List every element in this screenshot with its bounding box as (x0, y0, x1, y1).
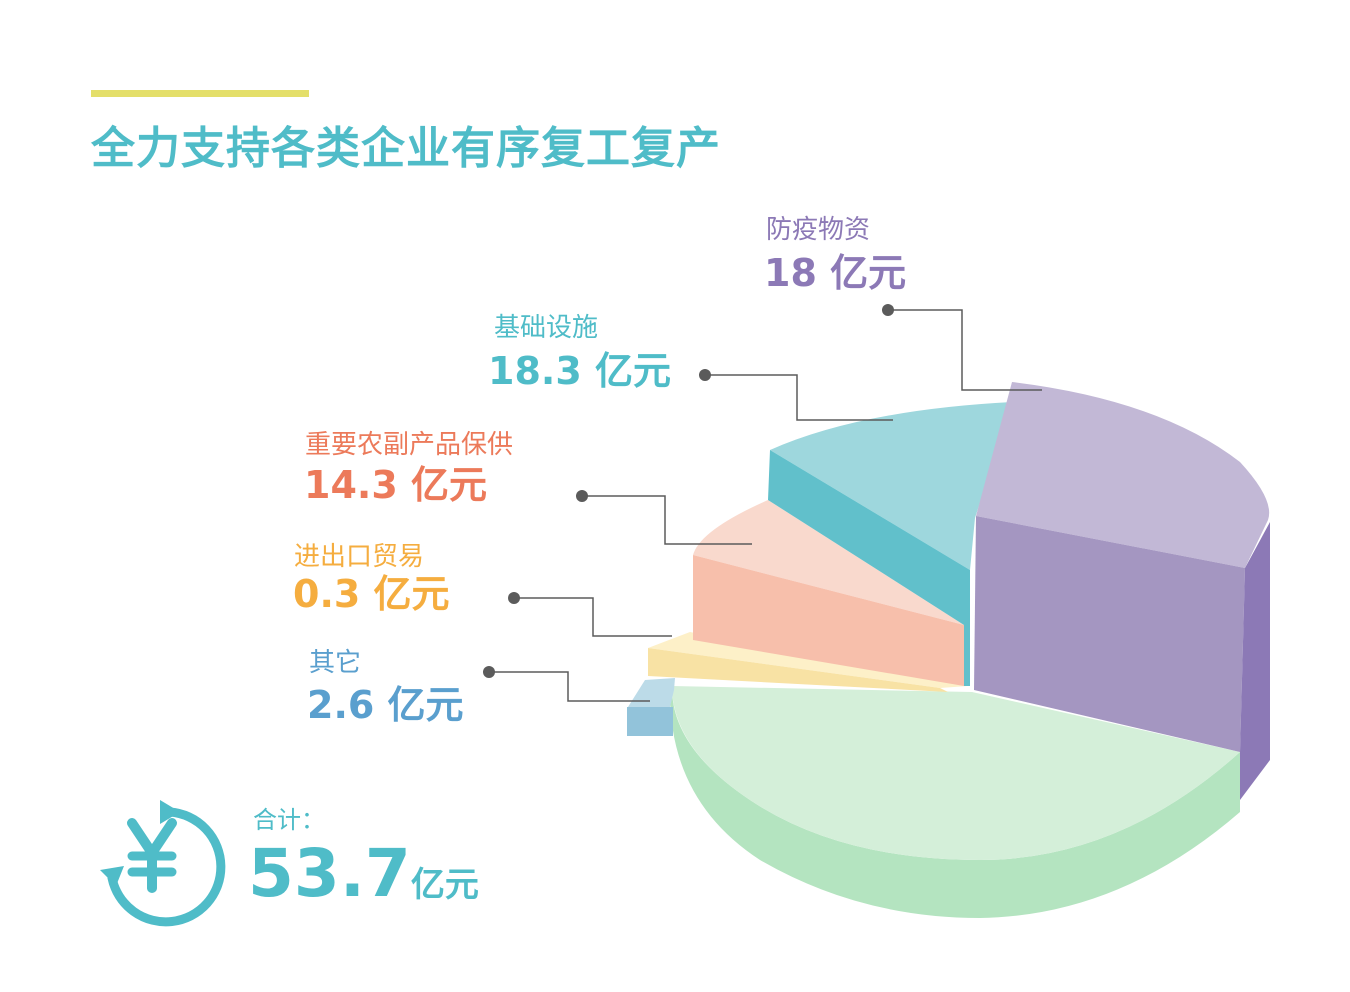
pie-slice-agri-side (693, 555, 964, 686)
pie-slice-infra-top (770, 402, 1012, 570)
yen-circle-icon (100, 800, 226, 927)
pie-slice-infra-side (768, 450, 970, 686)
slice-labels: 防疫物资 18 亿元 基础设施 18.3 亿元 重要农副产品保供 14.3 亿元… (293, 215, 906, 727)
leader-line-qita (489, 671, 650, 702)
slice-label-name: 防疫物资 (766, 215, 870, 245)
leader-line-epidemic (888, 309, 1042, 391)
pie-slice-green-top (672, 686, 1240, 860)
slice-label-value: 2.6 亿元 (307, 683, 464, 727)
leader-line-agri (582, 495, 752, 545)
leader-lines (489, 309, 1042, 702)
slice-label-value: 18 亿元 (764, 251, 906, 295)
total-unit: 亿元 (410, 865, 479, 905)
slice-label-name: 基础设施 (494, 313, 598, 343)
pie-slice-epidemic-top (976, 382, 1270, 568)
total-number: 53.7 (248, 835, 411, 912)
leader-dot-trade (508, 592, 520, 604)
slice-label-name: 进出口贸易 (294, 542, 424, 572)
pie-slices (627, 382, 1270, 918)
leader-dots (483, 304, 894, 678)
pie-slice-epidemic-side (1240, 522, 1270, 800)
slice-label-name: 重要农副产品保供 (305, 430, 513, 460)
slice-label-value: 18.3 亿元 (488, 349, 671, 393)
pie-slice-agri-top (693, 500, 964, 625)
leader-dot-agri (576, 490, 588, 502)
leader-dot-qita (483, 666, 495, 678)
slice-label-value: 0.3 亿元 (293, 572, 450, 616)
total-label: 合计： (253, 806, 325, 834)
slice-label-value: 14.3 亿元 (304, 463, 487, 507)
total-value: 53.7亿元 (248, 835, 479, 912)
leader-dot-infra (699, 369, 711, 381)
pie-slice-epidemic-front (974, 516, 1245, 752)
leader-line-infra (705, 374, 893, 421)
pie-slice-green-side (669, 688, 1240, 918)
pie-slice-trade-top (648, 632, 968, 688)
chart-title: 全力支持各类企业有序复工复产 (91, 123, 721, 174)
accent-bar (91, 90, 309, 97)
leader-dot-epidemic (882, 304, 894, 316)
pie-slice-trade-side (648, 648, 948, 692)
slice-label-name: 其它 (309, 648, 361, 678)
pie-slice-qita (628, 678, 675, 707)
pie-slice-qita-side (627, 707, 673, 736)
leader-line-trade (514, 597, 672, 637)
